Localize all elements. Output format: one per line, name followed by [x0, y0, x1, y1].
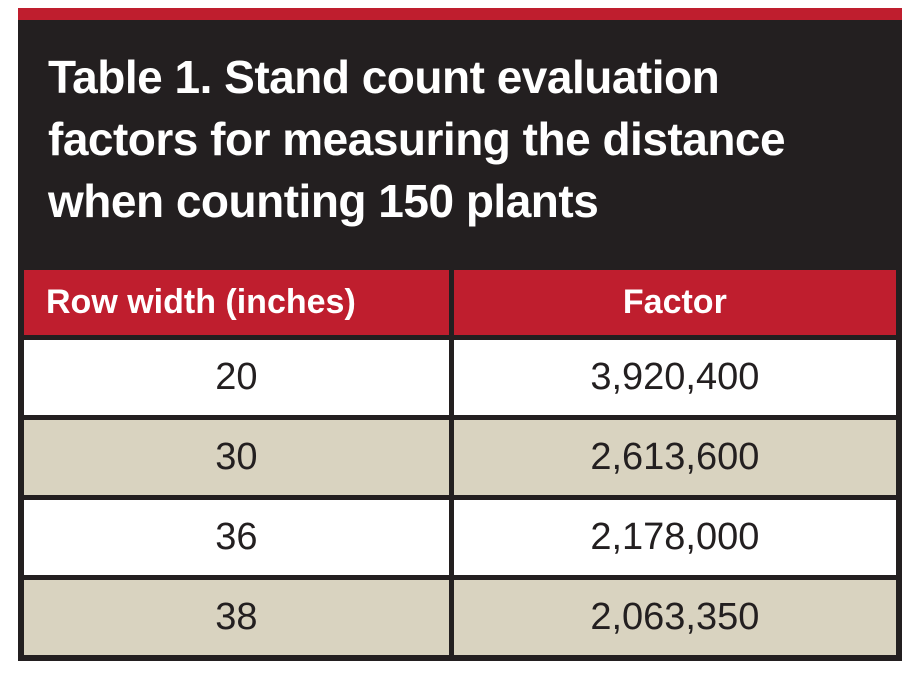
table-row: 30 2,613,600 [18, 415, 902, 500]
table-figure: Table 1. Stand count evaluation factors … [18, 8, 902, 661]
cell-factor: 3,920,400 [448, 335, 902, 420]
header-row: Row width (inches) Factor [18, 264, 902, 340]
table-row: 20 3,920,400 [18, 335, 902, 420]
cell-row-width: 20 [18, 335, 454, 420]
cell-factor: 2,063,350 [448, 575, 902, 661]
column-header-row-width: Row width (inches) [18, 264, 454, 340]
top-accent-bar [18, 8, 902, 20]
table-title: Table 1. Stand count evaluation factors … [18, 20, 902, 264]
table-title-line-1: Table 1. Stand count evaluation [48, 51, 720, 103]
table-title-line-2: factors for measuring the distance [48, 113, 786, 165]
table-row: 38 2,063,350 [18, 575, 902, 661]
column-header-factor: Factor [448, 264, 902, 340]
cell-factor: 2,178,000 [448, 495, 902, 580]
cell-row-width: 30 [18, 415, 454, 500]
cell-factor: 2,613,600 [448, 415, 902, 500]
table-row: 36 2,178,000 [18, 495, 902, 580]
cell-row-width: 36 [18, 495, 454, 580]
stand-count-table: Row width (inches) Factor 20 3,920,400 3… [18, 264, 902, 661]
table-title-line-3: when counting 150 plants [48, 175, 599, 227]
cell-row-width: 38 [18, 575, 454, 661]
